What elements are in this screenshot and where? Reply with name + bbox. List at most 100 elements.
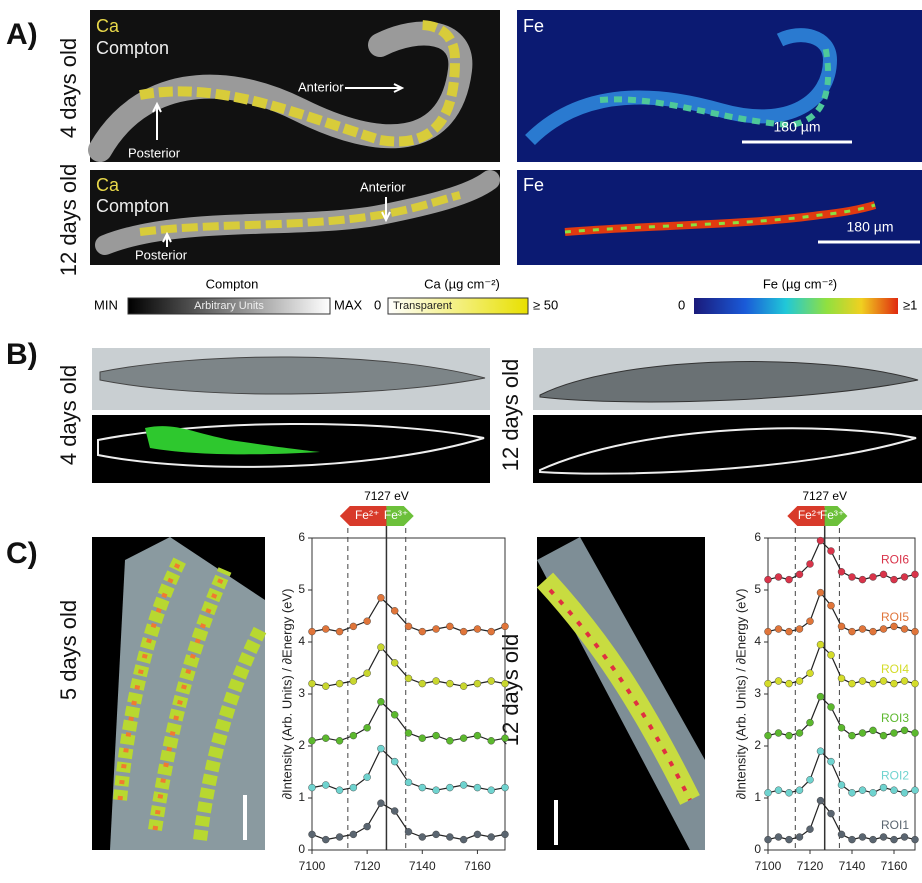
data-point [827,547,835,555]
data-point [911,570,919,579]
age-label: 12 days old [56,164,81,277]
data-point [418,627,426,636]
data-point [404,729,413,737]
data-point [487,786,495,794]
y-tick-label: 2 [298,738,305,752]
data-point [795,729,804,737]
data-point [501,679,509,688]
data-point [816,536,825,545]
y-tick-label: 3 [298,686,305,700]
series-label: ROI5 [881,610,909,624]
reference-label: 7127 eV [802,489,847,503]
image [533,415,922,483]
x-tick-label: 7100 [755,859,782,873]
element-label: Fe [523,175,544,195]
data-point [404,674,413,683]
y-tick-label: 1 [298,790,305,804]
panel-label: A) [6,18,38,51]
data-point [795,833,804,841]
badge [824,506,848,526]
data-point [487,677,495,685]
data-point [900,573,909,581]
data-point [764,627,772,636]
x-tick-label: 7160 [464,859,491,873]
data-point [404,622,413,631]
data-point [806,560,814,568]
data-point [363,773,371,781]
element-label: Fe [523,16,544,36]
y-tick-label: 3 [754,686,761,700]
colorbar-max: ≥1 [903,297,917,312]
colorbar-min: MIN [94,297,118,312]
x-tick-label: 7120 [797,859,824,873]
data-point [911,679,919,688]
data-point [487,833,495,841]
scale-label: 180 µm [847,219,894,235]
data-point [391,757,399,766]
annotation: Posterior [135,247,188,262]
data-point [349,677,358,685]
reference-label: 7127 eV [364,489,409,503]
ca-signal [139,191,461,236]
data-point [473,783,482,792]
colorbar-title: Fe (µg cm⁻²) [763,276,837,291]
data-point [459,781,468,789]
data-point [459,734,468,742]
data-point [911,627,919,636]
y-tick-label: 0 [754,842,761,856]
data-point [785,789,793,797]
data-point [869,789,877,797]
data-point [473,679,482,688]
data-point [418,783,426,792]
data-point [900,789,909,797]
data-point [446,783,454,792]
y-tick-label: 5 [298,582,305,596]
data-point [827,703,835,711]
data-point [432,677,440,685]
element-label: Ca [96,175,120,195]
age-label: 5 days old [56,600,81,700]
age-label: 4 days old [56,365,81,465]
data-point [900,833,909,841]
data-point [837,568,846,576]
y-tick-label: 4 [298,634,305,648]
data-point [911,786,919,794]
x-tick-label: 7140 [839,859,866,873]
data-point [377,799,385,807]
data-point [473,830,482,839]
data-point [418,833,426,841]
data-point [432,786,440,794]
data-point [879,677,888,685]
data-point [335,833,344,841]
data-point [363,724,371,732]
age-label: 12 days old [498,359,523,472]
colorbar [387,297,529,315]
badge [386,506,414,526]
series-label: ROI2 [881,768,909,782]
data-point [837,830,846,839]
data-point [827,601,835,610]
series-label: ROI4 [881,662,909,676]
channel-label: Compton [96,196,169,216]
data-point [446,737,454,745]
data-point [473,731,482,740]
colorbar-min: 0 [678,297,685,312]
fe-signal [564,203,876,234]
data-point [418,679,426,688]
data-point [900,726,909,735]
data-point [806,669,814,677]
arrow [152,101,162,140]
data-point [459,835,468,844]
data-point [308,783,316,792]
data-point [432,625,440,633]
data-point [858,729,867,737]
data-point [806,617,814,625]
data-point [446,679,454,688]
data-point [363,617,371,625]
data-point [335,627,344,636]
data-point [816,692,825,701]
data-point [349,731,358,740]
data-point [785,731,793,740]
data-point [349,830,358,839]
